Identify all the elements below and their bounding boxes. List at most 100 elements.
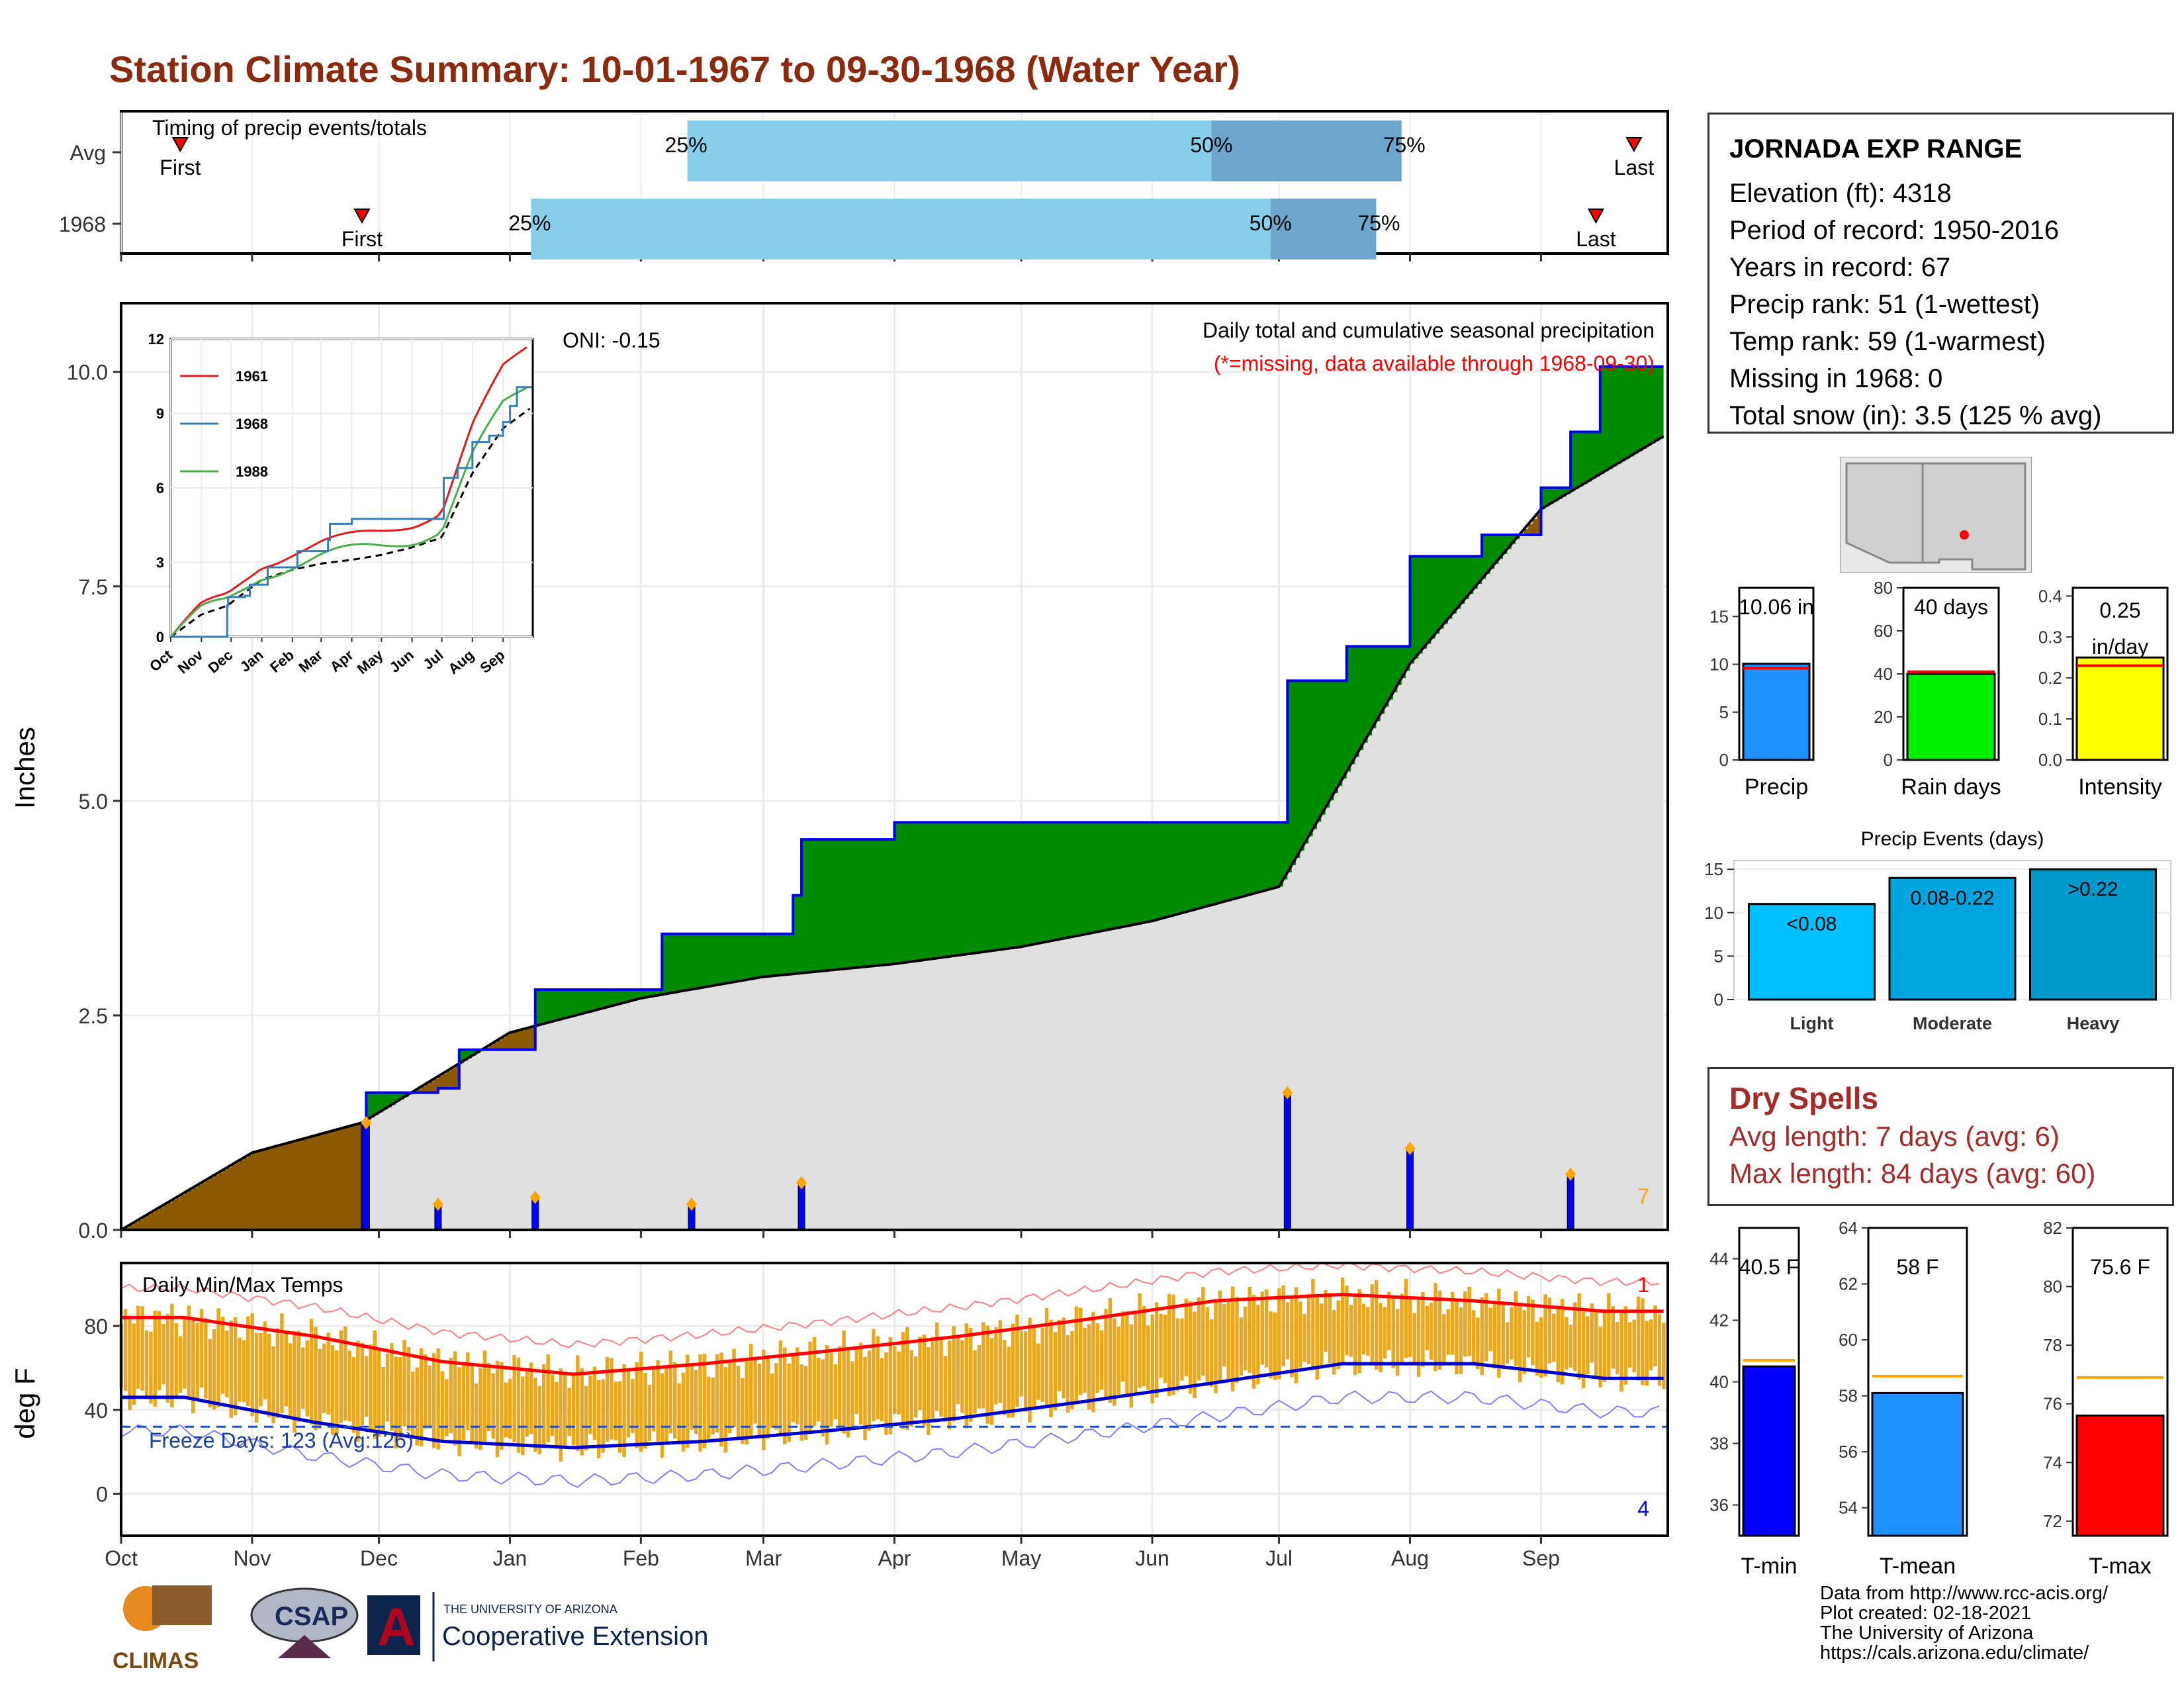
daily-temp-range: [854, 1347, 859, 1415]
inset-y-tick-label: 0: [156, 629, 164, 645]
daily-temp-range: [1332, 1310, 1336, 1375]
daily-temp-range: [1099, 1330, 1104, 1390]
daily-temp-range: [905, 1327, 909, 1430]
daily-temp-range: [626, 1370, 631, 1438]
footer-line: The University of Arizona: [1820, 1622, 2034, 1644]
daily-temp-range: [1328, 1292, 1332, 1364]
daily-temp-range: [1066, 1335, 1070, 1413]
record-low-line: [120, 1390, 1660, 1488]
daily-temp-range: [1062, 1317, 1066, 1399]
timing-pct-label: 25%: [508, 211, 551, 235]
daily-temp-range: [1484, 1293, 1488, 1362]
station-row: Period of record: 1950-2016: [1729, 216, 2060, 245]
daily-temp-range: [149, 1331, 153, 1404]
daily-temp-range: [803, 1366, 808, 1440]
daily-temp-range: [233, 1317, 238, 1416]
temp-y-axis-title: deg F: [9, 1368, 40, 1438]
daily-precip-bar: [797, 1182, 805, 1231]
daily-temp-range: [913, 1356, 918, 1418]
daily-temp-range: [1201, 1287, 1205, 1376]
daily-temp-range: [791, 1354, 796, 1423]
daily-temp-range: [694, 1370, 698, 1434]
daily-temp-range: [1594, 1311, 1598, 1378]
daily-temp-range: [1171, 1294, 1175, 1395]
daily-temp-range: [1205, 1307, 1210, 1382]
daily-temp-range: [474, 1383, 478, 1449]
temp-bar-value: 75.6 F: [2090, 1255, 2150, 1279]
daily-temp-range: [1492, 1301, 1497, 1369]
temp-bar-tick-label: 64: [1839, 1221, 1858, 1238]
daily-temp-range: [727, 1360, 732, 1434]
daily-temp-range: [1442, 1314, 1446, 1366]
daily-temp-range: [757, 1364, 762, 1436]
ua-small-text: THE UNIVERSITY OF ARIZONA: [443, 1603, 617, 1616]
daily-temp-range: [1480, 1297, 1484, 1376]
summary-bar-tick-label: 0: [1719, 750, 1729, 770]
daily-temp-range: [1003, 1340, 1007, 1415]
daily-temp-range: [1019, 1331, 1024, 1397]
x-month-label: Dec: [360, 1546, 398, 1569]
station-row: Elevation (ft): 4318: [1729, 179, 1952, 208]
daily-temp-range: [212, 1329, 216, 1410]
daily-temp-range: [1471, 1310, 1476, 1362]
daily-temp-range: [555, 1382, 559, 1449]
daily-temp-range: [343, 1326, 347, 1421]
daily-temp-range: [1383, 1307, 1387, 1359]
inset-line-1968: [171, 386, 532, 638]
daily-temp-range: [931, 1336, 934, 1419]
timing-bar-50-75: [1270, 199, 1377, 259]
avg-max-line: [121, 1293, 1664, 1376]
daily-temp-range: [347, 1350, 351, 1422]
daily-temp-range: [335, 1350, 339, 1434]
footer: Data from http://www.rcc-acis.org/ Plot …: [1820, 1583, 2108, 1663]
station-row: Temp rank: 59 (1-warmest): [1729, 327, 2046, 356]
summary-bar-tick-label: 0.0: [2038, 750, 2062, 770]
daily-temp-range: [1294, 1287, 1298, 1383]
daily-temp-range: [1628, 1322, 1632, 1368]
daily-temp-range: [1125, 1311, 1129, 1397]
location-map: [1840, 457, 2032, 573]
daily-temp-range: [631, 1379, 635, 1433]
daily-temp-range: [1416, 1299, 1421, 1377]
timing-marker-icon: [1587, 209, 1605, 224]
daily-temp-range: [411, 1371, 415, 1437]
daily-temp-range: [123, 1309, 128, 1391]
logo-strip: CLIMAS CSAP A THE UNIVERSITY OF ARIZONA …: [113, 1585, 708, 1673]
x-month-label: Mar: [745, 1546, 782, 1569]
daily-temp-range: [1120, 1311, 1125, 1382]
temp-y-tick-label: 40: [84, 1399, 108, 1423]
summary-bar-label: Rain days: [1901, 774, 2001, 800]
dry-avg-length: Avg length: 7 days (avg: 6): [1729, 1121, 2060, 1152]
daily-temp-range: [128, 1319, 132, 1410]
daily-temp-range: [559, 1368, 563, 1462]
daily-temp-range: [457, 1367, 461, 1456]
station-row: Precip rank: 51 (1-wettest): [1729, 290, 2040, 319]
main-y-tick-label: 10.0: [67, 361, 108, 385]
csap-logo: CSAP: [250, 1587, 359, 1658]
daily-temp-range: [1226, 1302, 1230, 1380]
temp-bar-tick-label: 60: [1839, 1330, 1858, 1350]
daily-temp-range: [736, 1366, 741, 1440]
daily-temp-range: [1248, 1286, 1251, 1373]
daily-temp-range: [195, 1323, 199, 1401]
summary-bar-tick-label: 0.3: [2038, 627, 2062, 647]
timing-pct-label: 75%: [1383, 133, 1426, 157]
daily-temp-range: [1514, 1291, 1518, 1366]
daily-temp-range: [1645, 1321, 1649, 1386]
daily-temp-range: [1586, 1316, 1590, 1374]
daily-temp-range: [1324, 1289, 1328, 1352]
timing-marker-label: Last: [1576, 227, 1616, 251]
temp-bar-fill: [1742, 1365, 1796, 1537]
daily-temp-range: [1501, 1304, 1505, 1369]
daily-temp-range: [1340, 1278, 1345, 1364]
daily-temp-range: [1214, 1300, 1218, 1393]
daily-temp-range: [1264, 1289, 1269, 1368]
daily-temp-range: [1404, 1278, 1408, 1358]
daily-temp-range: [461, 1365, 466, 1440]
temp-bar-fill: [1871, 1391, 1964, 1537]
daily-temp-range: [732, 1348, 736, 1428]
daily-temp-range: [440, 1371, 445, 1441]
daily-temp-range: [521, 1376, 525, 1456]
daily-temp-range: [846, 1347, 850, 1438]
daily-temp-range: [1467, 1286, 1471, 1356]
